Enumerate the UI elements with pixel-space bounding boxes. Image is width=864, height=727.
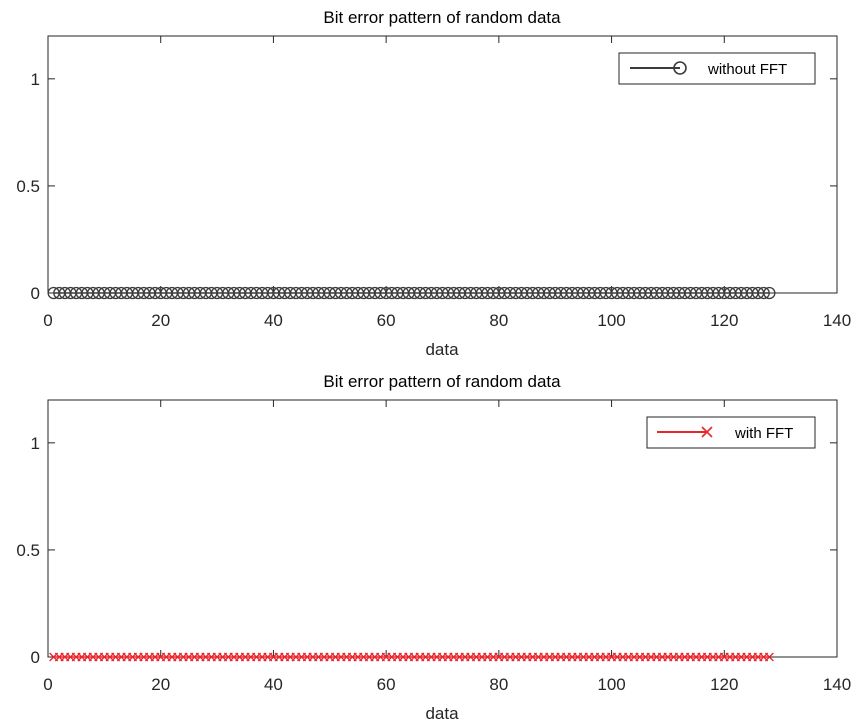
data-point-circle — [757, 286, 770, 300]
data-point-x — [764, 652, 774, 662]
legend-marker-circle — [673, 61, 687, 75]
subplot-with-fft: Bit error pattern of random data 00.51 0… — [16, 372, 851, 723]
legend-marker-x — [701, 426, 713, 438]
x-axis-label: data — [425, 704, 459, 723]
x-tick-label: 140 — [823, 311, 851, 330]
legend: without FFT — [618, 52, 816, 85]
y-tick-label: 0.5 — [16, 541, 40, 560]
legend-label: with FFT — [734, 425, 793, 442]
x-tick-label: 80 — [489, 675, 508, 694]
x-axis: 0 20 40 60 80 100 120 140 — [43, 400, 851, 694]
x-tick-label: 0 — [43, 311, 52, 330]
y-axis: 00.51 — [16, 434, 837, 667]
data-point-circle — [763, 286, 776, 300]
x-tick-label: 0 — [43, 675, 52, 694]
y-tick-label: 1 — [31, 70, 40, 89]
x-tick-label: 140 — [823, 675, 851, 694]
x-tick-label: 60 — [377, 311, 396, 330]
series-without-fft — [47, 286, 776, 300]
legend-label: without FFT — [707, 61, 787, 78]
x-tick-label: 40 — [264, 311, 283, 330]
x-tick-label: 100 — [597, 675, 625, 694]
x-tick-label: 20 — [151, 311, 170, 330]
series-with-fft — [49, 652, 774, 662]
x-tick-label: 20 — [151, 675, 170, 694]
y-tick-label: 0.5 — [16, 177, 40, 196]
subplot-without-fft: Bit error pattern of random data 0 0.5 1 0… — [16, 8, 851, 359]
y-tick-label: 1 — [31, 434, 40, 453]
x-tick-label: 120 — [710, 675, 738, 694]
x-tick-label: 40 — [264, 675, 283, 694]
x-tick-label: 100 — [597, 311, 625, 330]
chart-title: Bit error pattern of random data — [323, 8, 561, 27]
x-tick-label: 60 — [377, 675, 396, 694]
x-axis: 0 20 40 60 80 100 120 140 — [43, 36, 851, 330]
y-tick-label: 0 — [31, 284, 40, 303]
chart-title: Bit error pattern of random data — [323, 372, 561, 391]
x-axis-label: data — [425, 340, 459, 359]
legend: with FFT — [646, 416, 816, 449]
x-tick-label: 80 — [489, 311, 508, 330]
y-tick-label: 0 — [31, 648, 40, 667]
x-tick-label: 120 — [710, 311, 738, 330]
